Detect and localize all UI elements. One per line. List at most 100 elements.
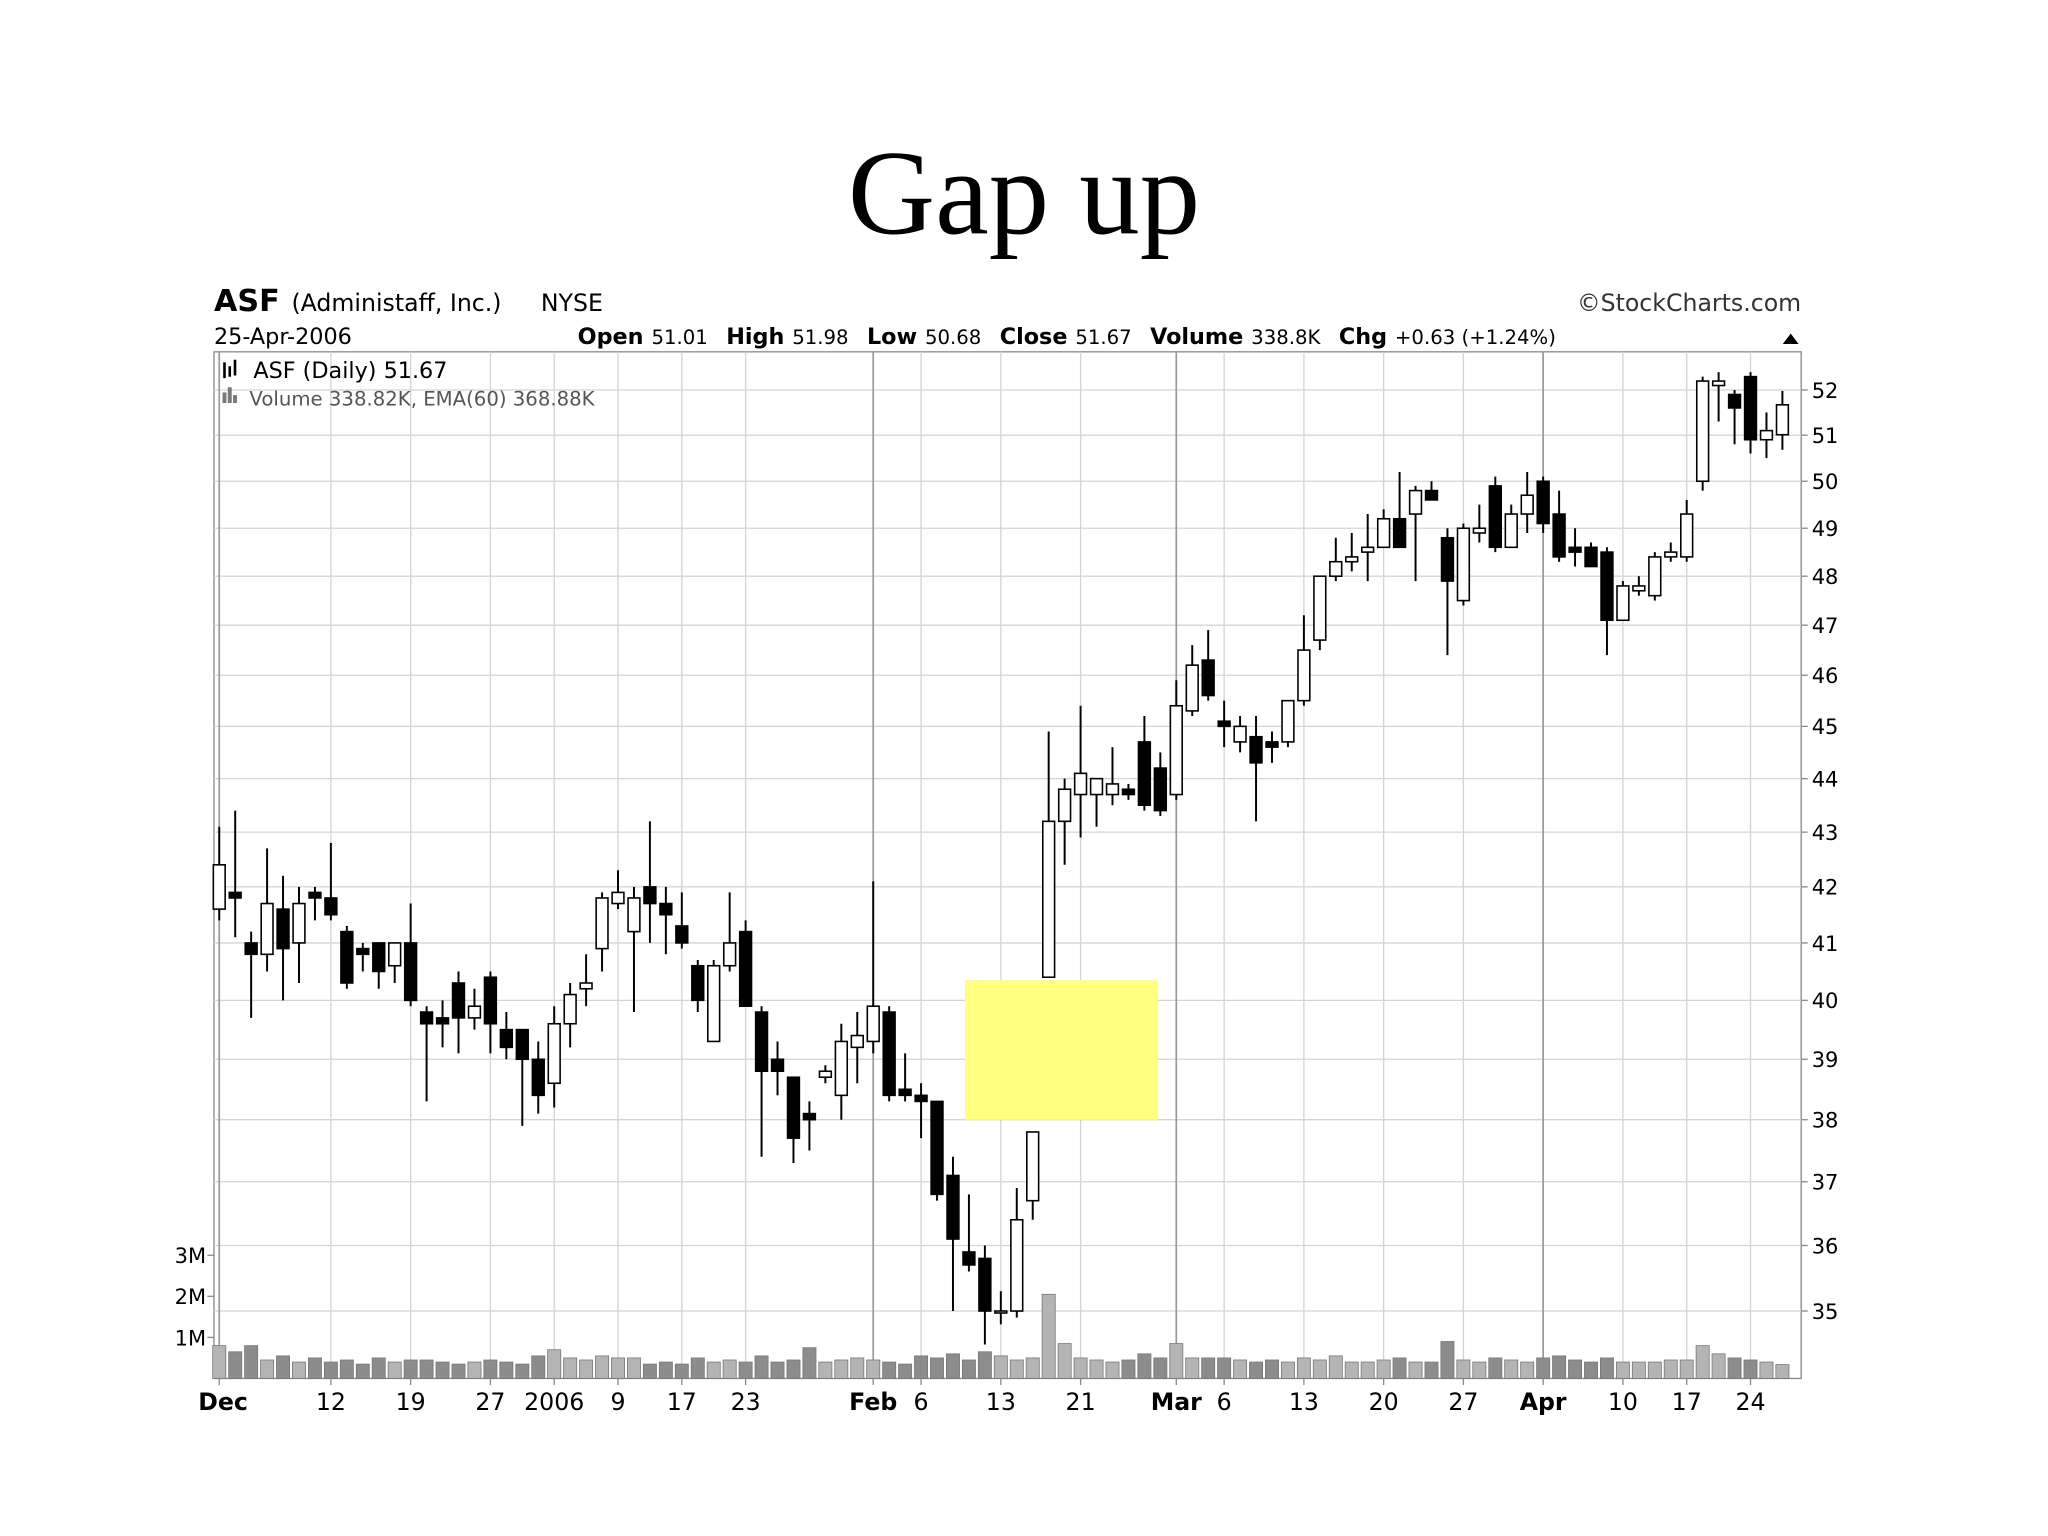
- y-tick-label: 35: [1812, 1300, 1839, 1324]
- legend-volume: Volume 338.82K, EMA(60) 368.88K: [249, 388, 595, 411]
- volume-bar: [1041, 1293, 1056, 1379]
- quote-label: Low: [867, 324, 917, 350]
- candle-body: [1137, 741, 1152, 807]
- volume-tick-label: 2M: [175, 1285, 206, 1309]
- candle-body: [1297, 649, 1311, 702]
- quote-value: 51.98: [792, 326, 848, 349]
- volume-bar: [292, 1361, 306, 1379]
- y-tick-label: 40: [1812, 989, 1839, 1013]
- symbol: ASF: [214, 284, 280, 319]
- volume-bar: [1679, 1359, 1694, 1379]
- y-tick-label: 39: [1812, 1048, 1839, 1072]
- candle-body: [1664, 551, 1678, 558]
- candle-body: [962, 1251, 976, 1266]
- volume-bar: [914, 1355, 929, 1379]
- candle-body: [1584, 546, 1598, 568]
- quote-line: Open 51.01 High 51.98 Low 50.68 Close 51.67 Volu…: [578, 324, 1556, 350]
- volume-bar: [1711, 1353, 1726, 1379]
- candle-body: [1073, 772, 1088, 796]
- y-tick-label: 44: [1812, 768, 1839, 792]
- candle-body: [244, 942, 258, 956]
- candle-body: [1089, 777, 1104, 796]
- volume-bar: [1280, 1361, 1295, 1379]
- volume-bar: [1233, 1359, 1248, 1379]
- candle-body: [388, 942, 402, 967]
- candle-body: [1520, 494, 1534, 515]
- candle-body: [1313, 575, 1327, 641]
- candle-body: [834, 1040, 849, 1097]
- x-tick-label: 12: [316, 1388, 346, 1416]
- volume-tick-label: 1M: [175, 1326, 206, 1350]
- legend-candle-icon: [223, 359, 237, 379]
- volume-bar: [1472, 1361, 1487, 1379]
- candle-body: [1472, 527, 1487, 534]
- volume-bar: [419, 1359, 434, 1379]
- volume-bar: [1408, 1361, 1423, 1379]
- legend-price: ASF (Daily) 51.67: [253, 358, 447, 384]
- candle-body: [579, 982, 593, 990]
- x-tick-label: Dec: [198, 1388, 248, 1416]
- volume-bar: [977, 1351, 992, 1379]
- x-tick-label: Apr: [1520, 1388, 1567, 1416]
- candle-body: [882, 1011, 896, 1097]
- volume-bar: [1121, 1359, 1136, 1379]
- candle-body: [1743, 375, 1758, 441]
- quote-value: 51.01: [651, 326, 707, 349]
- x-tick-label: Feb: [849, 1388, 897, 1416]
- candle-body: [707, 964, 721, 1043]
- legend: ASF (Daily) 51.67 Volume 338.82K, EMA(60…: [222, 358, 596, 411]
- volume-bar: [1600, 1357, 1614, 1379]
- y-tick-label: 51: [1812, 424, 1839, 448]
- candle-body: [1233, 725, 1247, 743]
- volume-bar: [483, 1359, 498, 1379]
- y-tick-label: 52: [1812, 379, 1839, 403]
- candle-body: [898, 1088, 912, 1097]
- volume-bar: [1201, 1357, 1216, 1379]
- candle-body: [738, 930, 753, 1007]
- candle-body: [1568, 546, 1582, 553]
- x-tick-label: 21: [1066, 1388, 1096, 1416]
- candle-body: [850, 1034, 864, 1049]
- quote-label: Chg: [1339, 324, 1387, 350]
- candle-body: [228, 891, 242, 899]
- candle-body: [722, 942, 737, 967]
- candle-body: [595, 897, 609, 950]
- volume-bar: [1249, 1361, 1263, 1379]
- volume-bar: [547, 1349, 562, 1379]
- volume-tick-label: 3M: [175, 1244, 206, 1268]
- volume-bar: [993, 1355, 1008, 1379]
- volume-bar: [1137, 1353, 1152, 1379]
- candle-body: [1408, 489, 1423, 515]
- candle-body: [419, 1011, 434, 1025]
- volume-bar: [1376, 1359, 1391, 1379]
- volume-bar: [595, 1355, 610, 1379]
- x-tick-label: 17: [667, 1388, 697, 1416]
- y-tick-label: 36: [1812, 1234, 1839, 1258]
- candle-body: [611, 891, 625, 905]
- candle-body: [1775, 404, 1790, 436]
- volume-bar: [674, 1363, 689, 1379]
- candle-body: [1600, 551, 1614, 622]
- y-tick-label: 46: [1812, 664, 1839, 688]
- candle-body: [467, 1005, 482, 1019]
- candle-body: [1121, 788, 1136, 796]
- candle-body: [340, 930, 354, 984]
- candle-body: [691, 964, 705, 1002]
- candle-body: [356, 947, 370, 956]
- volume-bar: [1025, 1357, 1040, 1379]
- gap-highlight: [964, 980, 1158, 1120]
- candle-body: [212, 864, 226, 910]
- volume-bar: [1328, 1355, 1343, 1379]
- candle-body: [547, 1022, 561, 1085]
- volume-bar: [355, 1363, 370, 1379]
- volume-bar: [1775, 1364, 1790, 1379]
- volume-bar: [1009, 1359, 1024, 1379]
- slide-title: Gap up: [848, 127, 1200, 261]
- volume-bar: [1488, 1357, 1503, 1379]
- volume-bar: [1217, 1357, 1232, 1379]
- candle-body: [292, 902, 306, 944]
- volume-bar: [371, 1357, 386, 1379]
- x-tick-label: 19: [396, 1388, 426, 1416]
- volume-bar: [1456, 1359, 1471, 1379]
- volume-bar: [930, 1357, 944, 1379]
